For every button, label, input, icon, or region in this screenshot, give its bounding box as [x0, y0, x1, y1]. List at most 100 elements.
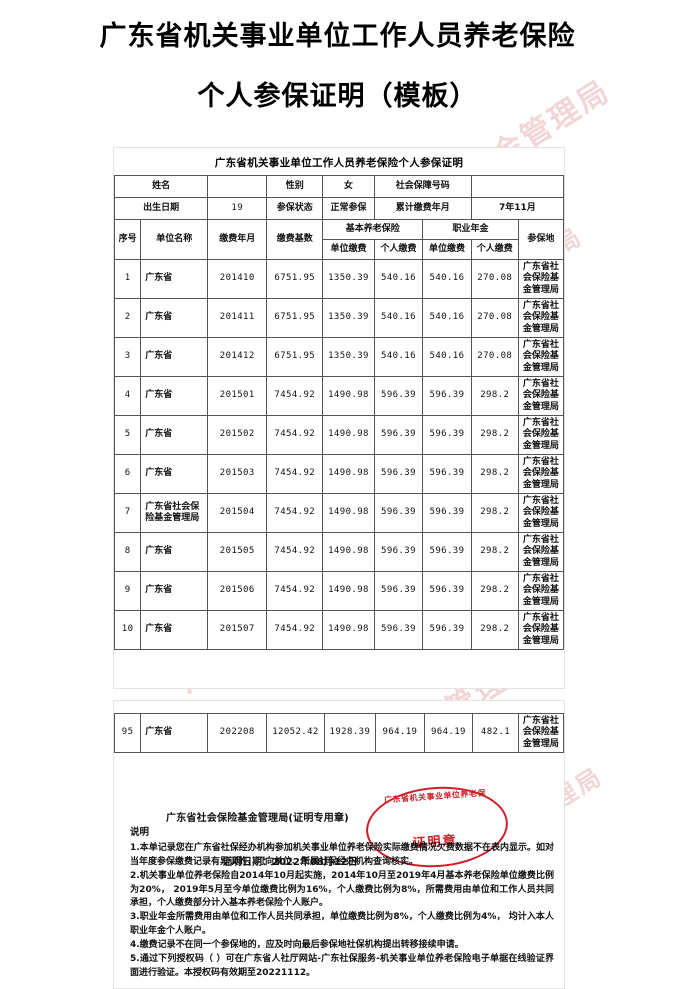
row-bp-personal-pay: 596.39 [373, 415, 424, 455]
row-insured-place: 广东省社会保险基金管理局 [517, 713, 564, 753]
row-bp-unit-pay: 1928.39 [323, 713, 377, 753]
table-row: 9 广东省 201506 7454.92 1490.98 596.39 596.39 298.… [114, 571, 564, 611]
row-oa-unit-pay: 964.19 [423, 713, 474, 753]
row-bp-unit-pay: 1350.39 [322, 298, 375, 338]
row-unit-name: 广东省 [140, 337, 209, 377]
header-oa-unit-pay: 单位缴费 [422, 239, 472, 260]
note-item-4: 4.缴费记录不在同一个参保地的，应及时向最后参保地社保机构提出转移接续申请。 [130, 940, 464, 951]
name-value [207, 175, 268, 198]
row-oa-unit-pay: 596.39 [422, 532, 472, 572]
row-insured-place: 广东省社会保险基金管理局 [517, 415, 564, 455]
document-page-2: 95 广东省 202208 12052.42 1928.39 964.19 964.19 48… [113, 700, 565, 989]
row-insured-place: 广东省社会保险基金管理局 [517, 298, 564, 338]
table-row: 3 广东省 201412 6751.95 1350.39 540.16 540.16 270.… [114, 337, 564, 377]
row-oa-personal-pay: 298.2 [470, 376, 519, 416]
signature-block: 广东省社会保险基金管理局(证明专用章) 广东省机关事业单位养老保 证明章 证明日… [114, 782, 564, 903]
table-row: 1 广东省 201410 6751.95 1350.39 540.16 540.16 270.… [114, 259, 564, 299]
row-unit-name: 广东省 [140, 415, 209, 455]
row-pay-base: 7454.92 [266, 454, 324, 494]
row-bp-personal-pay: 596.39 [373, 610, 424, 650]
certificate-heading: 广东省机关事业单位工作人员养老保险个人参保证明 [214, 157, 464, 169]
row-seq: 6 [114, 454, 142, 494]
row-insured-place: 广东省社会保险基金管理局 [517, 376, 564, 416]
gender-value: 女 [322, 175, 375, 198]
row-unit-name: 广东省 [140, 610, 209, 650]
row-oa-unit-pay: 596.39 [422, 571, 472, 611]
issuer-name: 广东省社会保险基金管理局(证明专用章) [166, 813, 349, 824]
row-bp-personal-pay: 596.39 [373, 571, 424, 611]
total-months-value: 7年11月 [470, 197, 564, 220]
row-unit-name: 广东省 [140, 376, 209, 416]
row-insured-place: 广东省社会保险基金管理局 [517, 493, 564, 533]
insured-status-value: 正常参保 [322, 197, 375, 220]
ssn-label: 社会保障号码 [373, 175, 472, 198]
contribution-table: 姓名 性别 女 社会保障号码 出生日期 19 参保状态 正常参保 累计缴费年月 … [114, 175, 564, 650]
row-oa-unit-pay: 540.16 [422, 259, 472, 299]
table-row: 95 广东省 202208 12052.42 1928.39 964.19 964.19 48… [114, 713, 564, 753]
table-header-group-row: 序号 单位名称 缴费年月 缴费基数 基本养老保险 职业年金 参保地 [114, 219, 564, 260]
row-oa-personal-pay: 298.2 [470, 415, 519, 455]
birth-date-value: 19 [207, 197, 268, 220]
page-title-line-1: 广东省机关事业单位工作人员养老保险 [99, 21, 576, 52]
row-insured-place: 广东省社会保险基金管理局 [517, 259, 564, 299]
row-insured-place: 广东省社会保险基金管理局 [517, 532, 564, 572]
row-seq: 2 [114, 298, 142, 338]
header-occupational-annuity: 职业年金 [422, 219, 519, 240]
insured-status-label: 参保状态 [266, 197, 324, 220]
row-bp-unit-pay: 1490.98 [322, 376, 375, 416]
header-insured-place: 参保地 [517, 219, 564, 260]
table-body: 1 广东省 201410 6751.95 1350.39 540.16 540.16 270.… [114, 259, 564, 650]
row-oa-unit-pay: 596.39 [422, 376, 472, 416]
row-bp-personal-pay: 964.19 [375, 713, 425, 753]
row-bp-personal-pay: 540.16 [373, 259, 424, 299]
row-bp-unit-pay: 1350.39 [322, 259, 375, 299]
table-header-sub-row: 单位缴费 个人缴费 单位缴费 个人缴费 [115, 239, 564, 260]
row-insured-place: 广东省社会保险基金管理局 [517, 454, 564, 494]
row-bp-personal-pay: 596.39 [373, 376, 424, 416]
row-oa-personal-pay: 270.08 [470, 298, 519, 338]
header-basic-pension: 基本养老保险 [322, 219, 424, 240]
row-bp-personal-pay: 596.39 [373, 493, 424, 533]
note-item-1: 1.本单记录您在广东省社保经办机构参加机关事业单位养老保险实际缴费情况欠费数据不… [130, 842, 554, 867]
header-pay-base: 缴费基数 [266, 219, 324, 260]
row-bp-unit-pay: 1490.98 [322, 493, 375, 533]
row-pay-month: 201501 [207, 376, 268, 416]
gender-label: 性别 [266, 175, 324, 198]
row-pay-month: 202208 [207, 713, 268, 753]
row-seq: 4 [114, 376, 142, 416]
row-oa-unit-pay: 596.39 [422, 454, 472, 494]
row-bp-unit-pay: 1350.39 [322, 337, 375, 377]
row-pay-base: 7454.92 [266, 376, 324, 416]
table-body-continued: 95 广东省 202208 12052.42 1928.39 964.19 964.19 48… [114, 713, 564, 753]
row-bp-personal-pay: 540.16 [373, 337, 424, 377]
table-row: 2 广东省 201411 6751.95 1350.39 540.16 540.16 270.… [114, 298, 564, 338]
row-pay-base: 7454.92 [266, 571, 324, 611]
row-pay-base: 7454.92 [266, 610, 324, 650]
contribution-table-continued: 95 广东省 202208 12052.42 1928.39 964.19 964.19 48… [114, 713, 564, 753]
row-oa-personal-pay: 298.2 [470, 532, 519, 572]
row-oa-personal-pay: 270.08 [470, 259, 519, 299]
header-oa-personal-pay: 个人缴费 [470, 239, 519, 260]
document-page-1: 广东省机关事业单位工作人员养老保险个人参保证明 姓名 性别 女 社会保障号码 出… [113, 147, 565, 689]
header-pay-month: 缴费年月 [207, 219, 268, 260]
table-row: 4 广东省 201501 7454.92 1490.98 596.39 596.39 298.… [114, 376, 564, 416]
notes-list: 1.本单记录您在广东省社保经办机构参加机关事业单位养老保险实际缴费情况欠费数据不… [130, 842, 554, 981]
row-bp-unit-pay: 1490.98 [322, 454, 375, 494]
row-oa-unit-pay: 540.16 [422, 337, 472, 377]
row-insured-place: 广东省社会保险基金管理局 [517, 571, 564, 611]
table-row: 7 广东省社会保险基金管理局 201504 7454.92 1490.98 596.39 5… [114, 493, 564, 533]
row-pay-base: 12052.42 [266, 713, 325, 753]
row-unit-name: 广东省 [140, 259, 209, 299]
note-item-2: 2.机关事业单位养老保险自2014年10月起实施，2014年10月至2019年4… [130, 870, 554, 909]
total-months-label: 累计缴费年月 [373, 197, 472, 220]
row-pay-month: 201503 [207, 454, 268, 494]
notes-title: 说明 [130, 827, 150, 838]
row-oa-unit-pay: 596.39 [422, 415, 472, 455]
ssn-value [470, 175, 564, 198]
row-oa-personal-pay: 270.08 [470, 337, 519, 377]
row-insured-place: 广东省社会保险基金管理局 [517, 610, 564, 650]
row-pay-month: 201412 [207, 337, 268, 377]
header-bp-personal-pay: 个人缴费 [373, 239, 424, 260]
row-pay-month: 201506 [207, 571, 268, 611]
birth-date-label: 出生日期 [114, 197, 209, 220]
